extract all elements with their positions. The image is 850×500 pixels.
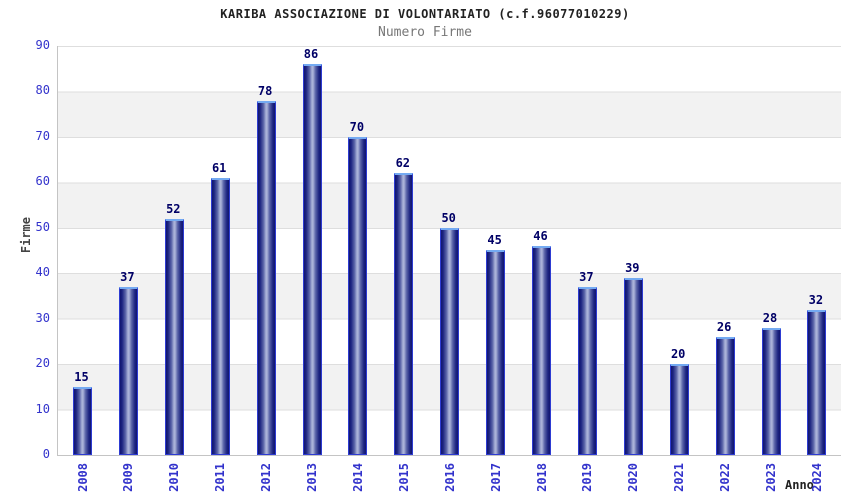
chart-title: KARIBA ASSOCIAZIONE DI VOLONTARIATO (c.f… [220,7,630,21]
x-tick-label: 2020 [626,463,641,492]
x-tick-label: 2022 [718,463,733,492]
x-tick-label: 2010 [167,463,182,492]
x-tick-label: 2019 [580,463,595,492]
bar-2020 [623,278,643,455]
y-tick-label: 40 [35,265,50,280]
x-tick-label: 2012 [259,463,274,492]
x-tick-label: 2017 [488,463,503,492]
bar-2018 [532,246,551,455]
x-tick-label: 2008 [75,463,90,492]
bar-2009 [118,287,138,455]
bar-2010 [164,219,184,455]
y-tick-label: 70 [35,128,50,143]
plot-area [57,46,841,456]
x-tick-label: 2011 [213,463,228,492]
x-tick-label: 2023 [764,463,778,492]
bar-2011 [210,178,230,455]
bar-2014 [348,137,368,455]
y-axis-title: Firme [19,217,33,254]
x-tick-label: 2015 [396,463,411,492]
chart-subtitle: Numero Firme [378,25,472,40]
bar-2016 [440,228,460,455]
bar-2012 [256,101,276,455]
bar-2013 [302,64,322,455]
bar-2017 [486,250,506,455]
x-axis-title: Anno [785,478,814,492]
x-tick-label: 2013 [305,463,319,492]
x-tick-label: 2021 [672,463,687,492]
y-tick-label: 80 [35,83,50,98]
bar-2008 [73,387,92,455]
bar-2015 [394,173,414,455]
y-tick-label: 10 [35,401,50,416]
x-tick-label: 2016 [442,463,457,492]
y-tick-label: 20 [35,356,50,371]
x-tick-label: 2009 [121,463,136,492]
bar-2024 [807,310,827,455]
bar-2019 [577,287,597,455]
x-tick-label: 2018 [534,463,549,492]
x-tick-label: 2014 [350,463,365,492]
y-tick-label: 60 [35,174,50,189]
bar-2022 [715,337,735,455]
y-tick-label: 0 [42,447,50,461]
bar-2023 [761,328,781,455]
y-tick-label: 90 [35,38,50,52]
y-tick-label: 30 [35,310,50,325]
bar-2021 [669,364,689,455]
